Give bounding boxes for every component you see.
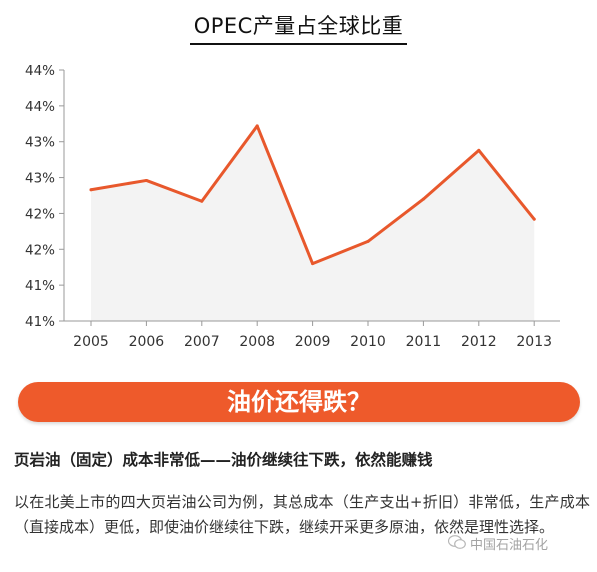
area-fill	[91, 125, 535, 322]
x-tick-label: 2009	[295, 334, 331, 350]
chart-title: OPEC产量占全球比重	[0, 10, 597, 45]
data-point	[255, 124, 259, 128]
source-watermark: 中国石油石化	[447, 534, 549, 553]
data-point	[421, 197, 425, 201]
chart: 41% 41% 42% 42% 43% 43% 44% 44% 2005 2006 2007 2008…	[25, 63, 560, 350]
x-tick-label: 2012	[461, 334, 497, 350]
data-point	[144, 178, 148, 182]
y-tick-label: 42%	[25, 206, 55, 222]
data-point	[89, 188, 93, 192]
data-point	[532, 217, 536, 221]
section-subheading: 页岩油（固定）成本非常低——油价继续往下跌，依然能赚钱	[14, 451, 433, 469]
x-tick-label: 2008	[239, 334, 275, 350]
x-tick-label: 2006	[129, 334, 165, 350]
x-tick-label: 2010	[350, 334, 386, 350]
x-tick-label: 2013	[516, 334, 552, 350]
data-point	[311, 262, 315, 266]
data-point	[366, 239, 370, 243]
y-tick-label: 41%	[25, 314, 55, 330]
body-paragraph: 以在北美上市的四大页岩油公司为例，其总成本（生产支出+折旧）非常低，生产成本（直…	[14, 493, 590, 536]
y-tick-label: 42%	[25, 242, 55, 258]
watermark-text: 中国石油石化	[470, 538, 549, 553]
y-tick-label: 41%	[25, 278, 55, 294]
x-tick-label: 2005	[73, 334, 109, 350]
data-point	[477, 148, 481, 152]
x-tick-label: 2007	[184, 334, 220, 350]
x-tick-label: 2011	[406, 334, 442, 350]
wechat-icon	[447, 535, 466, 553]
y-tick-label: 44%	[25, 99, 55, 115]
headline-banner: 油价还得跌？	[18, 382, 580, 422]
data-point	[200, 199, 204, 203]
y-tick-label: 43%	[25, 135, 55, 151]
y-tick-label: 44%	[25, 63, 55, 79]
y-tick-label: 43%	[25, 171, 55, 187]
